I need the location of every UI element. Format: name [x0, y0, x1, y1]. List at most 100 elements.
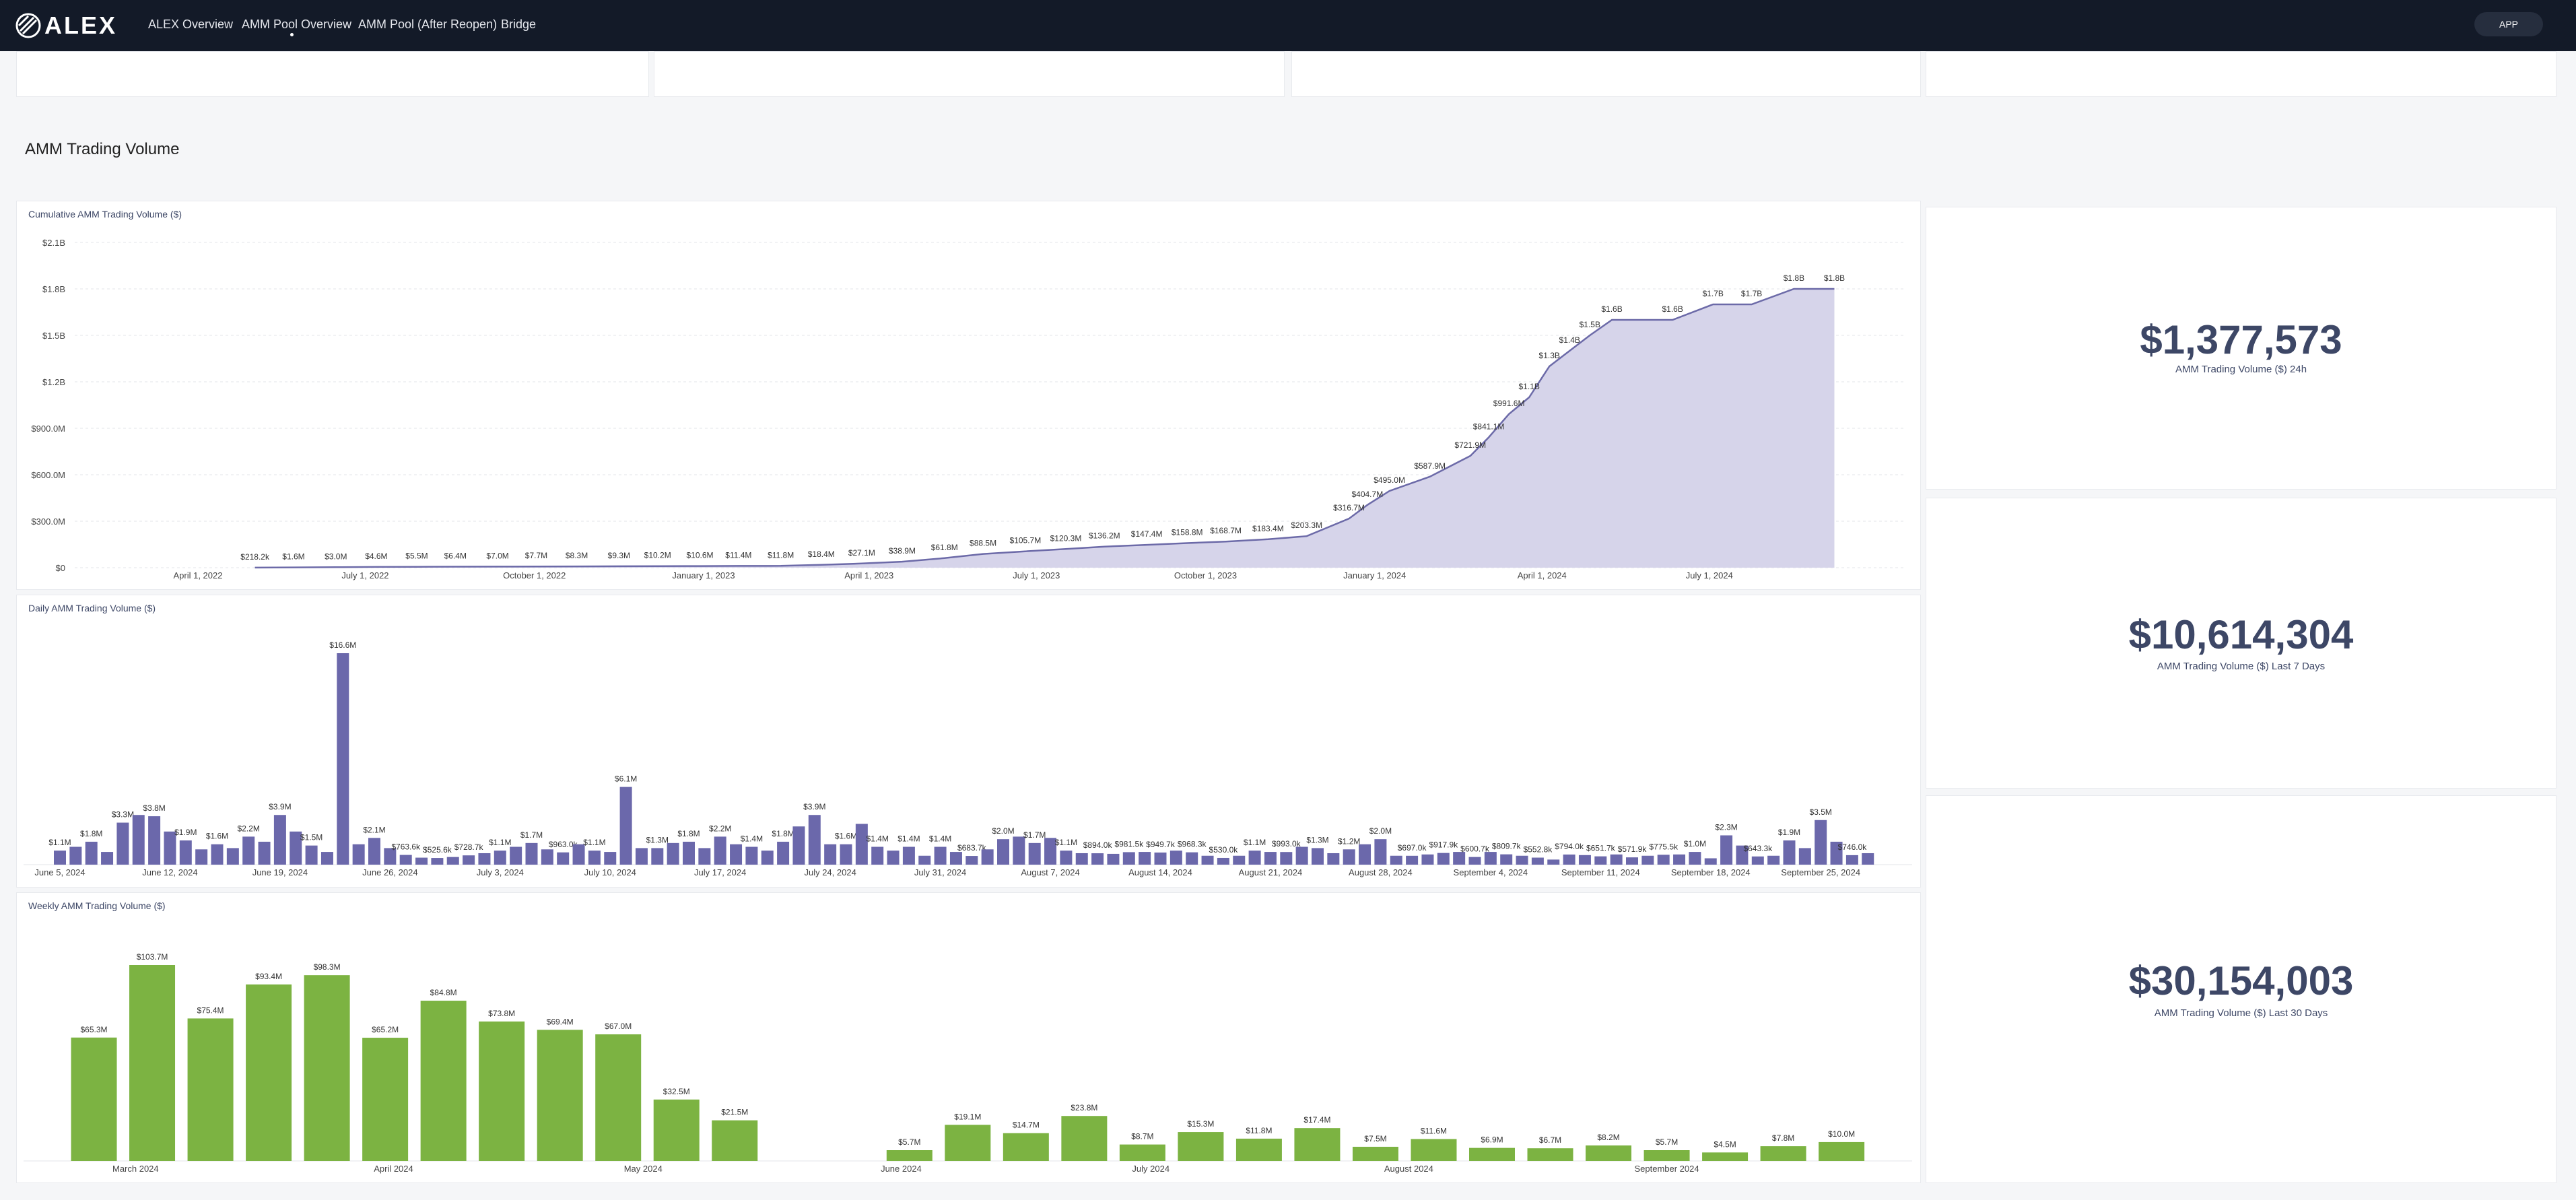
bar [1390, 855, 1402, 865]
data-label: $525.6k [423, 845, 452, 855]
data-label: $11.8M [1246, 1126, 1272, 1135]
x-tick-label: May 2024 [624, 1164, 663, 1174]
data-label: $23.8M [1071, 1103, 1097, 1112]
nav-link[interactable]: ALEX Overview [148, 18, 234, 31]
bar [320, 852, 333, 865]
bar [1343, 849, 1355, 865]
bar [1673, 854, 1686, 865]
data-label: $1.3B [1539, 351, 1560, 360]
bar [808, 815, 821, 865]
active-indicator [290, 33, 294, 36]
x-tick-label: July 17, 2024 [694, 867, 746, 877]
bar [1139, 852, 1151, 865]
bar [1359, 844, 1371, 865]
bar [1374, 839, 1387, 865]
bar [1702, 1152, 1749, 1161]
bar [1594, 856, 1607, 865]
bar [1527, 1148, 1573, 1161]
data-label: $1.8B [1824, 273, 1845, 283]
bar [792, 826, 805, 865]
chart: Cumulative AMM Trading Volume ($) $0 $300.… [28, 209, 1906, 580]
data-label: $93.4M [255, 972, 282, 981]
data-label: $6.4M [444, 552, 467, 561]
data-label: $1.1M [489, 838, 511, 847]
data-label: $7.5M [1364, 1134, 1386, 1143]
data-label: $968.3k [1178, 840, 1207, 849]
bar [712, 1120, 758, 1161]
bar [510, 846, 522, 865]
data-label: $2.2M [709, 824, 731, 833]
data-label: $2.0M [992, 826, 1014, 836]
bar [1154, 853, 1167, 865]
y-tick-label: $900.0M [31, 424, 65, 434]
bar [1815, 820, 1827, 865]
x-tick-label: September 4, 2024 [1454, 867, 1528, 877]
data-label: $2.0M [1369, 826, 1392, 836]
app-button[interactable]: APP [2474, 12, 2543, 36]
bar [1641, 855, 1654, 865]
logo-text[interactable]: ALEX [44, 11, 118, 39]
kpi-label: AMM Trading Volume ($) Last 30 Days [2154, 1007, 2328, 1019]
x-tick-label: October 1, 2023 [1174, 570, 1237, 580]
data-label: $6.9M [1481, 1135, 1503, 1145]
nav-link[interactable]: Bridge [501, 18, 537, 31]
logo-icon [15, 13, 41, 38]
nav-bar: ALEX ALEX Overview AMM Pool Overview AMM… [0, 0, 2576, 51]
data-label: $1.1B [1518, 382, 1539, 391]
data-label: $147.4M [1131, 529, 1163, 539]
data-label: $746.0k [1838, 842, 1868, 852]
bar [1406, 855, 1419, 865]
x-tick-label: August 7, 2024 [1021, 867, 1079, 877]
data-label: $61.8M [931, 543, 958, 552]
data-label: $88.5M [970, 539, 996, 548]
x-tick-label: July 3, 2024 [477, 867, 524, 877]
data-label: $1.1M [583, 838, 605, 847]
bar [667, 842, 679, 865]
x-tick-label: July 1, 2022 [341, 570, 388, 580]
bar [557, 852, 570, 865]
bar [148, 816, 161, 865]
data-label: $2.3M [1715, 822, 1737, 832]
kpi-value: $30,154,003 [2128, 958, 2354, 1003]
bar [949, 852, 962, 865]
data-label: $6.1M [615, 774, 637, 784]
bar [653, 1099, 700, 1161]
data-label: $27.1M [848, 548, 875, 558]
bar [1469, 1147, 1515, 1161]
nav-link[interactable]: AMM Pool (After Reopen) [358, 18, 498, 31]
bar [1862, 853, 1874, 865]
bar [871, 846, 884, 865]
bar [1578, 855, 1591, 865]
data-label: $1.7B [1703, 289, 1724, 298]
data-label: $991.6M [1493, 399, 1525, 408]
data-label: $683.7k [957, 843, 987, 853]
bar [1845, 855, 1858, 865]
bar [604, 852, 617, 865]
data-label: $1.6B [1601, 304, 1622, 314]
bar [478, 853, 491, 865]
bar [415, 857, 428, 865]
bar [824, 844, 837, 865]
bar [479, 1021, 525, 1161]
bar [1468, 857, 1481, 865]
bar [537, 1030, 583, 1161]
data-label: $3.9M [803, 802, 825, 811]
nav-link[interactable]: AMM Pool Overview [242, 18, 352, 31]
data-label: $4.5M [1714, 1139, 1736, 1149]
data-label: $8.3M [566, 551, 588, 560]
bar [1626, 857, 1638, 865]
data-label: $721.9M [1454, 440, 1486, 450]
data-label: $15.3M [1187, 1119, 1214, 1129]
bar [337, 653, 349, 865]
data-label: $6.7M [1539, 1135, 1561, 1145]
bar [362, 1038, 409, 1161]
bar [997, 839, 1009, 865]
bar [761, 851, 774, 865]
data-label: $981.5k [1114, 839, 1144, 848]
chart-title: Cumulative AMM Trading Volume ($) [28, 209, 182, 220]
data-label: $10.6M [686, 551, 713, 560]
area [255, 289, 1835, 568]
bar [226, 848, 239, 865]
bar [1091, 853, 1104, 865]
kpi-label: AMM Trading Volume ($) Last 7 Days [2157, 661, 2326, 672]
